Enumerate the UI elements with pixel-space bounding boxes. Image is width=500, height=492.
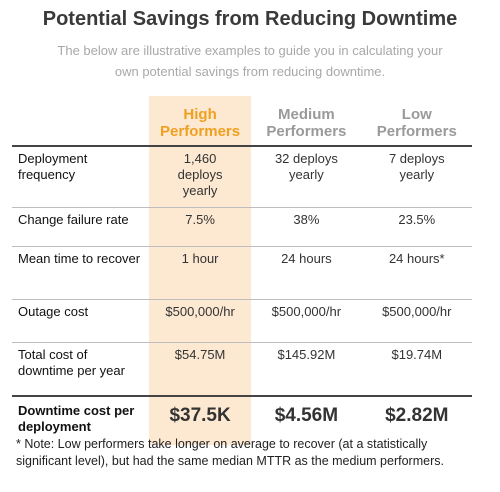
cell: $19.74M: [361, 342, 472, 396]
column-header: Medium Performers: [266, 106, 347, 140]
cell: $145.92M: [251, 342, 362, 396]
column-header: Low Performers: [376, 106, 457, 140]
column-header: High Performers: [148, 96, 252, 146]
row-label: Change failure rate: [12, 207, 149, 247]
cell: 32 deploys yearly: [251, 145, 362, 208]
table-row: Deployment frequency 1,460 deploys yearly…: [12, 145, 472, 208]
row-label: Mean time to recover: [12, 246, 149, 300]
subtitle: The below are illustrative examples to g…: [57, 43, 443, 79]
table-row: Mean time to recover 1 hour 24 hours 24 hou…: [12, 246, 472, 300]
cell: 7.5%: [148, 207, 252, 247]
cell: $2.82M: [361, 395, 472, 445]
cell: $37.5K: [148, 395, 252, 445]
savings-table: High Performers Medium Performers Low Pe…: [12, 96, 472, 445]
header-row: High Performers Medium Performers Low Pe…: [12, 96, 472, 146]
footnote: * Note: Low performers take longer on av…: [16, 437, 444, 468]
cell: 24 hours*: [361, 246, 472, 300]
row-label: Deployment frequency: [12, 145, 149, 208]
row-label: Downtime cost per deployment: [12, 395, 149, 445]
table-row: Change failure rate 7.5% 38% 23.5%: [12, 207, 472, 247]
empty-header: [12, 96, 149, 146]
cell: $500,000/hr: [361, 299, 472, 343]
cell: $500,000/hr: [251, 299, 362, 343]
cell: $54.75M: [148, 342, 252, 396]
row-label: Outage cost: [12, 299, 149, 343]
cell: 38%: [251, 207, 362, 247]
cell: $4.56M: [251, 395, 362, 445]
cell: 7 deploys yearly: [361, 145, 472, 208]
cell: 1,460 deploys yearly: [148, 145, 252, 208]
table-row: Outage cost $500,000/hr $500,000/hr $500,00…: [12, 299, 472, 343]
cell: 24 hours: [251, 246, 362, 300]
cell: $500,000/hr: [148, 299, 252, 343]
row-label: Total cost of downtime per year: [12, 342, 149, 396]
cell: 1 hour: [148, 246, 252, 300]
table-row: Total cost of downtime per year $54.75M $1…: [12, 342, 472, 396]
table-body: Deployment frequency 1,460 deploys yearly…: [12, 145, 472, 445]
table-row: Downtime cost per deployment $37.5K $4.56M…: [12, 395, 472, 445]
cell: 23.5%: [361, 207, 472, 247]
title: Potential Savings from Reducing Downtime: [42, 8, 458, 30]
